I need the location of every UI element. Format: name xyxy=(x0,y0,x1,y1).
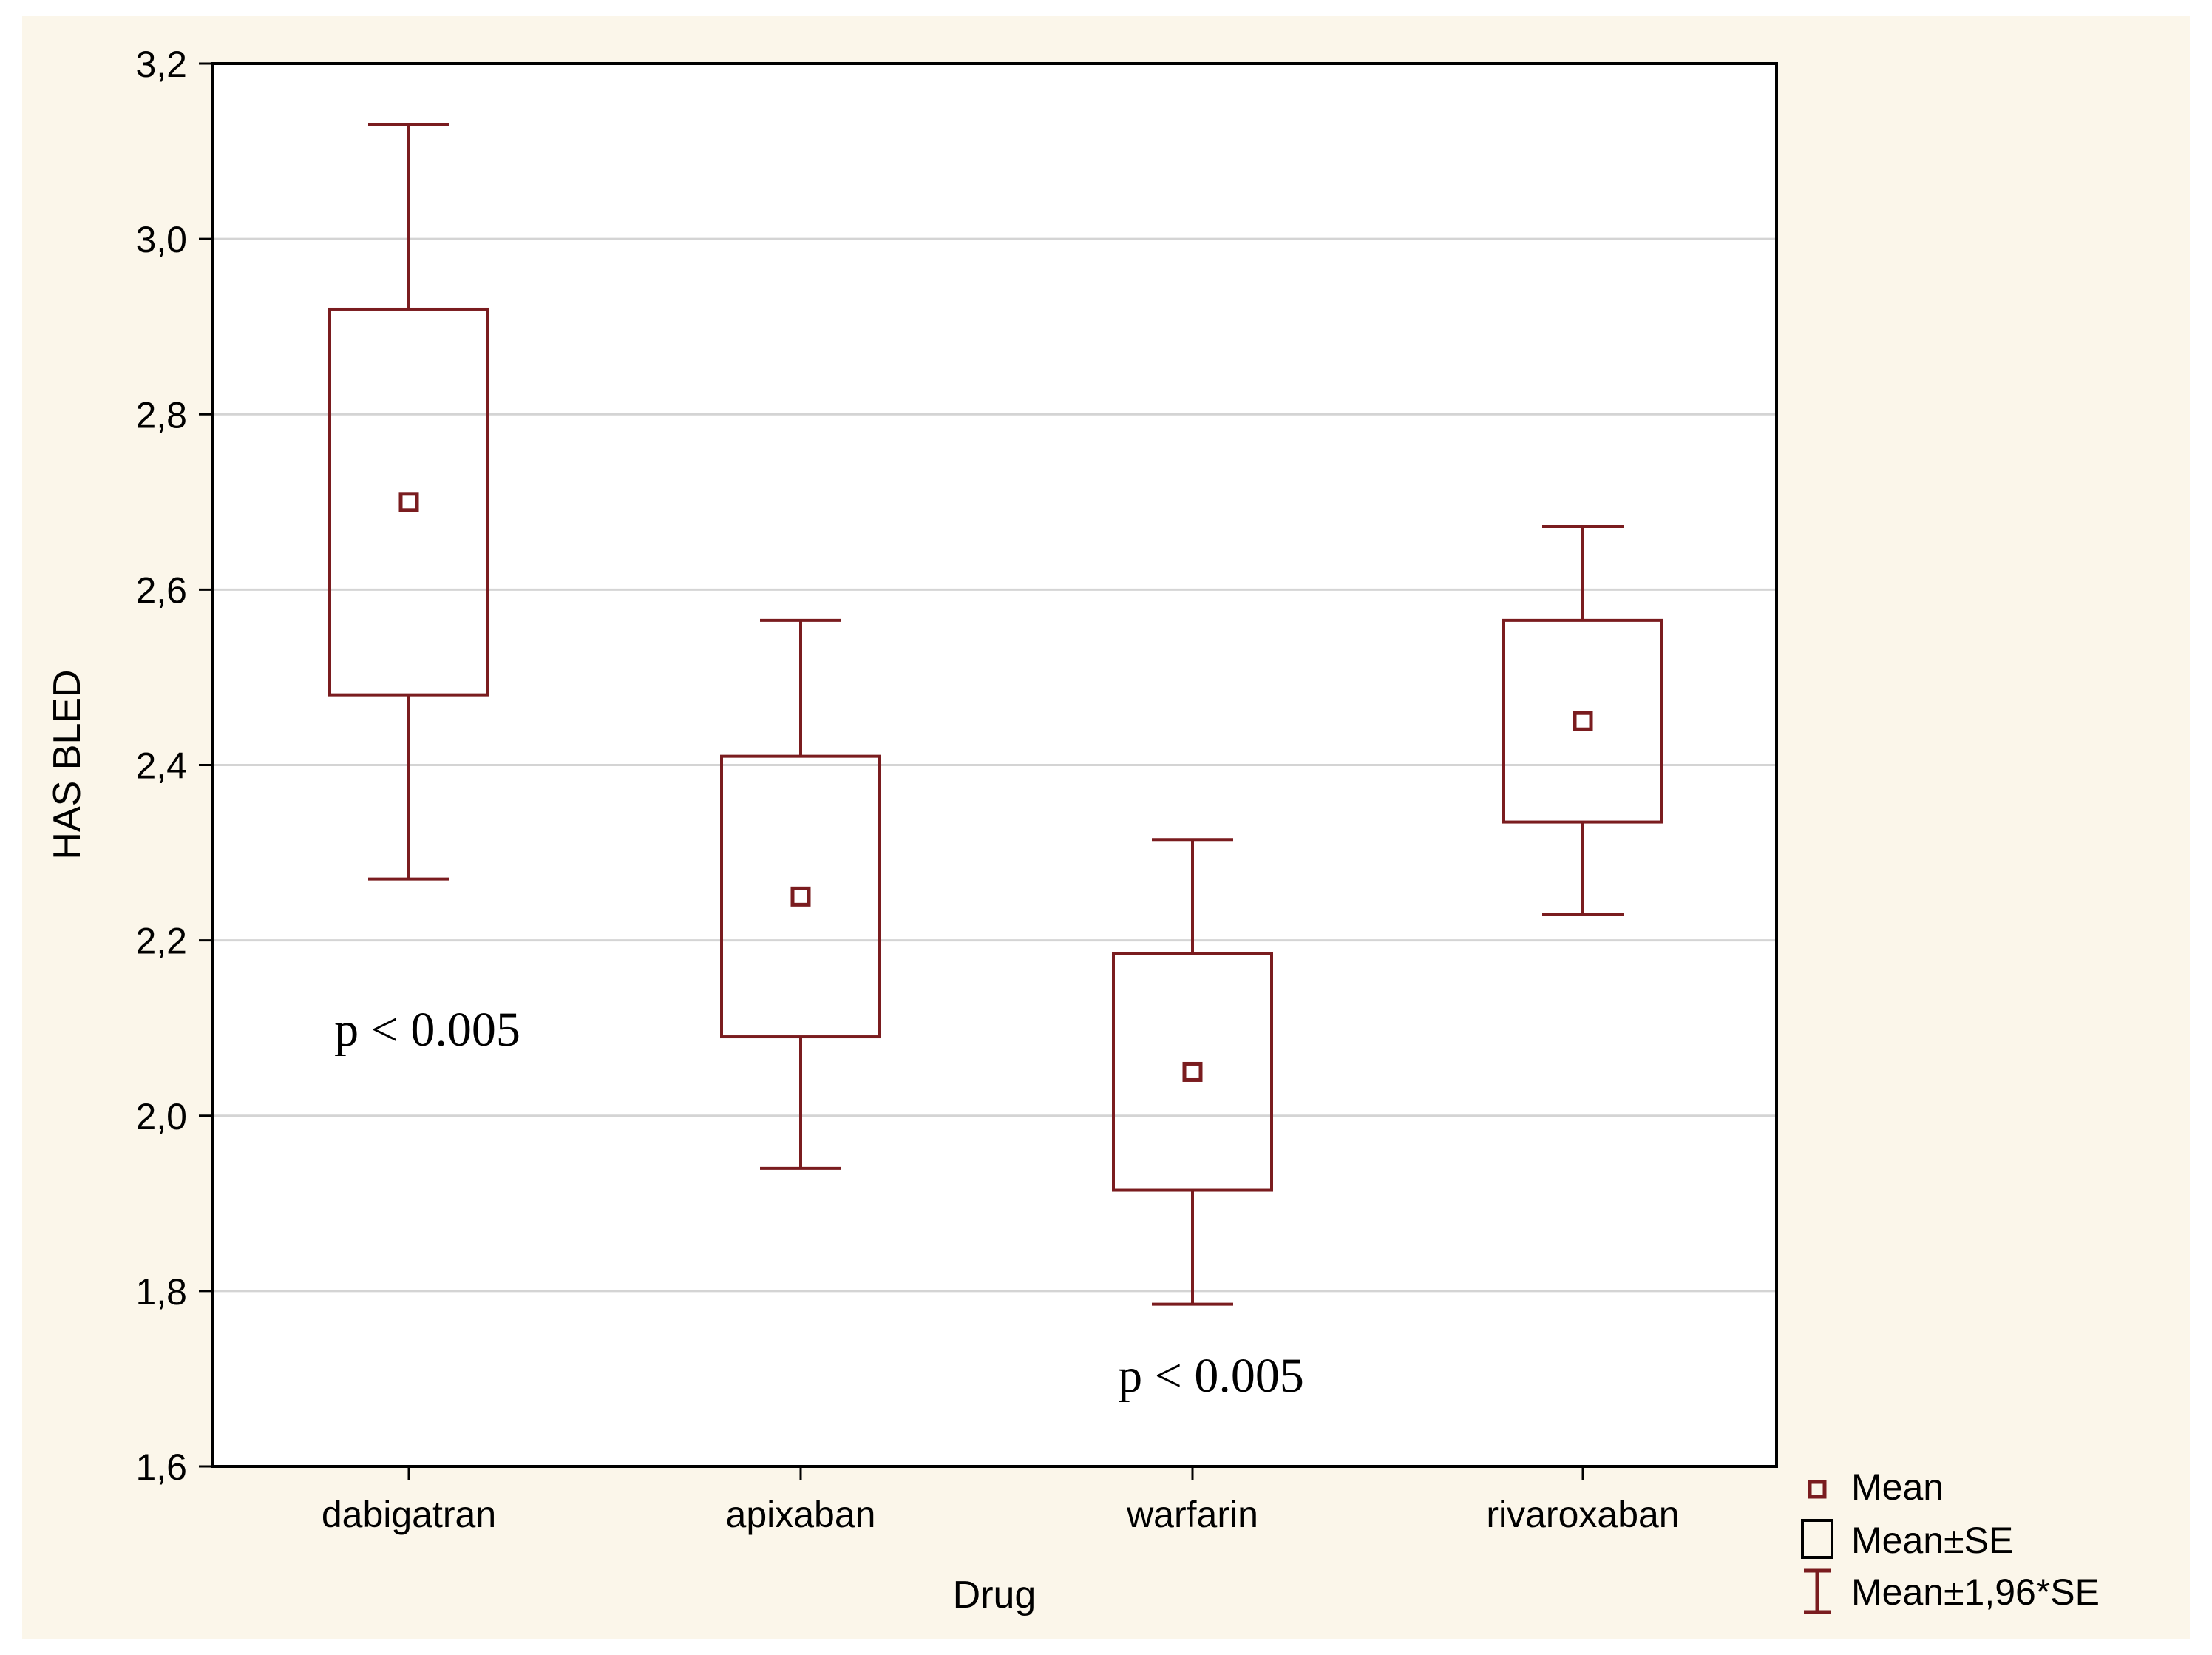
series-group xyxy=(720,618,881,1170)
y-tick-label: 2,0 xyxy=(135,1096,187,1137)
y-axis-title: HAS BLED xyxy=(46,669,89,859)
series-group xyxy=(328,123,489,881)
legend-label-mean: Mean xyxy=(1851,1466,1944,1508)
annotations: p < 0.005 p < 0.005 xyxy=(334,1003,1304,1403)
se-box xyxy=(1112,952,1273,1192)
x-axis-title: Drug xyxy=(953,1574,1037,1617)
mean-marker xyxy=(1182,1061,1203,1082)
se-box xyxy=(328,307,489,697)
y-tick-label: 1,8 xyxy=(135,1271,187,1313)
mean-marker xyxy=(398,492,419,512)
se-box xyxy=(720,754,881,1039)
legend-whisker-marker xyxy=(1804,1568,1831,1614)
mean-marker xyxy=(1573,711,1593,731)
legend-label-ci: Mean±1,96*SE xyxy=(1851,1571,2100,1613)
legend-mean-marker xyxy=(1808,1480,1827,1499)
x-tick-label: warfarin xyxy=(1126,1494,1258,1535)
x-tick-label: dabigatran xyxy=(322,1494,496,1535)
p-value-annotation: p < 0.005 xyxy=(334,1003,520,1057)
y-tick-label: 1,6 xyxy=(135,1446,187,1488)
plot-frame xyxy=(211,62,1778,1468)
se-box xyxy=(1502,618,1663,824)
y-tick-label: 2,6 xyxy=(135,569,187,611)
y-tick-label: 3,2 xyxy=(135,44,187,85)
x-tick-label: apixaban xyxy=(726,1494,876,1535)
legend-label-mean-se: Mean±SE xyxy=(1851,1520,2013,1561)
y-tick-label: 2,2 xyxy=(135,921,187,962)
y-tick-label: 2,4 xyxy=(135,745,187,787)
mean-marker xyxy=(790,886,811,907)
y-tick-label: 2,8 xyxy=(135,394,187,436)
series-group xyxy=(1502,525,1663,916)
gridlines xyxy=(212,237,1777,1293)
axes: 1,6 1,8 2,0 2,2 2,4 2,6 2,8 3,0 3,2 dabigatran api… xyxy=(135,44,1778,1535)
p-value-annotation: p < 0.005 xyxy=(1118,1349,1304,1403)
legend: Mean Mean±SE Mean±1,96*SE xyxy=(1801,1466,2100,1614)
series-marks xyxy=(328,123,1663,1306)
x-tick-label: rivaroxaban xyxy=(1486,1494,1679,1535)
series-group xyxy=(1112,838,1273,1306)
legend-box-marker xyxy=(1801,1519,1833,1559)
y-tick-label: 3,0 xyxy=(135,219,187,260)
